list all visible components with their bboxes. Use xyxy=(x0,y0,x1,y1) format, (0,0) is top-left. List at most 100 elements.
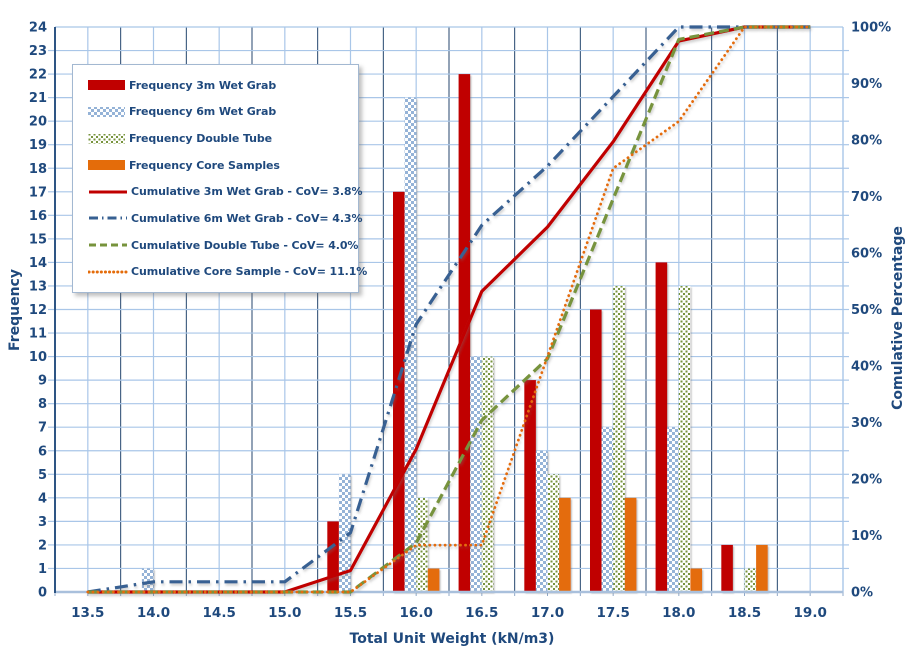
y-left-tick-label: 15 xyxy=(29,232,47,247)
y-left-tick-label: 3 xyxy=(38,515,47,530)
legend-swatch-icon xyxy=(88,106,126,118)
bar xyxy=(601,427,614,592)
bar xyxy=(690,568,702,592)
bar xyxy=(416,497,428,592)
cumulative-line xyxy=(87,25,811,594)
y-right-tick-label: 0% xyxy=(851,586,873,601)
bar xyxy=(481,356,494,592)
x-tick-label: 19.0 xyxy=(794,605,827,621)
x-tick-label: 15.0 xyxy=(268,605,301,621)
legend-swatch-icon xyxy=(88,186,128,198)
y-left-tick-label: 16 xyxy=(29,209,47,224)
cumulative-lines-layer xyxy=(86,25,812,594)
y-left-tick-label: 24 xyxy=(29,21,47,36)
legend-item: Cumulative Core Sample - CoV= 11.1% xyxy=(88,265,367,278)
y-right-tick-label: 50% xyxy=(851,303,882,318)
legend-item: Frequency Double Tube xyxy=(88,132,354,145)
y-left-tick-label: 21 xyxy=(29,91,47,106)
y-right-tick-label: 100% xyxy=(851,21,891,36)
y-left-tick-label: 7 xyxy=(38,421,47,436)
legend-label: Frequency 6m Wet Grab xyxy=(129,105,277,119)
legend-label: Cumulative Core Sample - CoV= 11.1% xyxy=(131,265,368,279)
legend-swatch-icon xyxy=(88,159,126,171)
x-tick-label: 15.5 xyxy=(334,605,367,621)
y-left-tick-label: 6 xyxy=(38,444,47,459)
y-left-axis-title: Frequency xyxy=(7,269,23,351)
legend-swatch-icon xyxy=(88,239,128,251)
cumulative-line xyxy=(87,25,811,594)
legend-item: Frequency 6m Wet Grab xyxy=(88,105,354,118)
legend-swatch-icon xyxy=(88,79,126,91)
x-tick-label: 18.0 xyxy=(662,605,695,621)
legend-swatch-icon xyxy=(88,266,128,278)
y-right-tick-label: 30% xyxy=(851,416,882,431)
legend-item: Frequency Core Samples xyxy=(88,159,354,172)
y-left-tick-label: 10 xyxy=(29,350,47,365)
y-left-tick-label: 9 xyxy=(38,374,47,389)
legend-item: Cumulative 6m Wet Grab - CoV= 4.3% xyxy=(88,212,362,225)
y-right-tick-label: 90% xyxy=(851,77,882,92)
y-left-tick-label: 13 xyxy=(29,280,47,295)
bar xyxy=(535,450,548,593)
cumulative-line xyxy=(86,25,812,594)
y-left-tick-label: 23 xyxy=(29,44,47,59)
bar xyxy=(559,497,571,592)
legend-swatch-icon xyxy=(88,133,126,145)
y-left-tick-label: 5 xyxy=(38,468,47,483)
y-right-tick-label: 80% xyxy=(851,134,882,149)
legend-label: Frequency Double Tube xyxy=(129,132,273,146)
bar xyxy=(756,544,768,592)
bar xyxy=(141,568,154,592)
legend-label: Frequency Core Samples xyxy=(129,158,280,172)
legend-label: Cumulative 6m Wet Grab - CoV= 4.3% xyxy=(131,211,363,225)
x-axis-title: Total Unit Weight (kN/m3) xyxy=(349,631,555,647)
x-tick-label: 17.0 xyxy=(531,605,564,621)
y-left-tick-label: 12 xyxy=(29,303,47,318)
bar xyxy=(667,427,679,592)
y-left-tick-label: 8 xyxy=(38,397,47,412)
bar xyxy=(678,286,691,592)
x-tick-label: 17.5 xyxy=(597,605,630,621)
y-right-tick-label: 20% xyxy=(851,473,882,488)
y-left-tick-label: 2 xyxy=(38,538,47,553)
y-right-tick-label: 40% xyxy=(851,360,882,375)
y-left-tick-label: 4 xyxy=(38,491,47,506)
y-left-tick-label: 17 xyxy=(29,185,47,200)
bar xyxy=(624,497,637,592)
y-left-tick-label: 18 xyxy=(29,162,47,177)
bar xyxy=(547,474,560,592)
bar xyxy=(744,568,757,592)
bar xyxy=(427,568,440,592)
legend-item: Cumulative 3m Wet Grab - CoV= 3.8% xyxy=(88,185,362,198)
x-tick-label: 18.5 xyxy=(728,605,761,621)
x-tick-label: 13.5 xyxy=(71,605,104,621)
bar xyxy=(327,521,339,592)
y-left-tick-label: 14 xyxy=(29,256,47,271)
legend-item: Cumulative Double Tube - CoV= 4.0% xyxy=(88,239,358,252)
y-left-tick-label: 19 xyxy=(29,138,47,153)
y-left-tick-label: 11 xyxy=(29,327,47,342)
y-right-tick-label: 60% xyxy=(851,247,882,262)
legend-swatch-icon xyxy=(88,212,128,224)
y-left-tick-label: 22 xyxy=(29,68,47,83)
bar xyxy=(721,544,733,592)
legend-label: Cumulative 3m Wet Grab - CoV= 3.8% xyxy=(131,185,363,199)
legend-label: Frequency 3m Wet Grab xyxy=(129,78,277,92)
bar xyxy=(470,356,482,592)
x-tick-label: 14.5 xyxy=(203,605,236,621)
y-left-tick-label: 1 xyxy=(38,562,47,577)
bar xyxy=(393,191,405,593)
bar xyxy=(655,262,668,592)
y-right-axis-title: Comulative Percentage xyxy=(890,226,906,410)
x-tick-label: 16.0 xyxy=(400,605,433,621)
chart-legend: Frequency 3m Wet Grab Frequency 6m Wet Gr… xyxy=(72,64,367,293)
bar xyxy=(338,474,351,592)
x-tick-label: 14.0 xyxy=(137,605,170,621)
bar xyxy=(613,286,625,592)
legend-label: Cumulative Double Tube - CoV= 4.0% xyxy=(131,238,359,252)
y-right-tick-label: 10% xyxy=(851,529,882,544)
y-right-tick-label: 70% xyxy=(851,190,882,205)
y-left-tick-label: 20 xyxy=(29,115,47,130)
bar xyxy=(590,309,602,592)
